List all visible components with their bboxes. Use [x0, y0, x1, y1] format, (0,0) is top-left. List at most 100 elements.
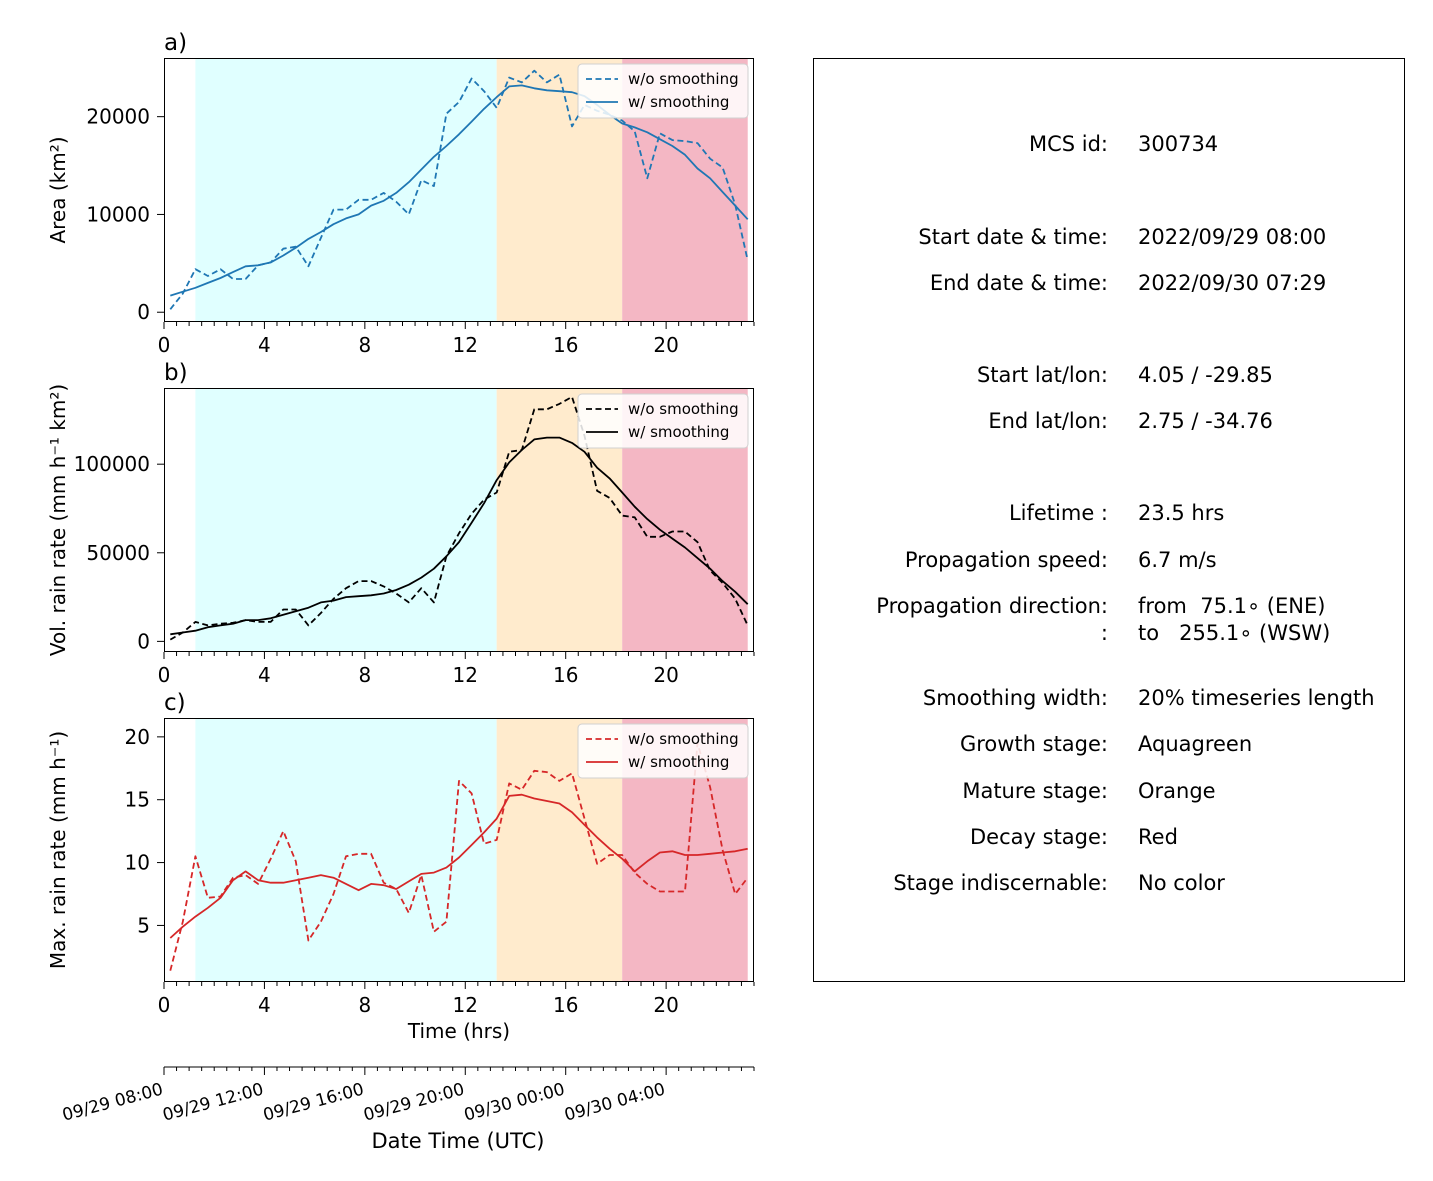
- info-label: Start lat/lon:: [977, 363, 1108, 387]
- info-value: 2.75 / -34.76: [1138, 409, 1273, 433]
- y-tick-label: 50000: [86, 541, 150, 565]
- y-tick-label: 10000: [86, 202, 150, 226]
- legend: w/o smoothing w/ smoothing: [577, 723, 749, 779]
- stage-band-growth: [195, 58, 497, 322]
- y-axis-label: Vol. rain rate (mm h⁻¹ km²): [46, 384, 70, 656]
- info-value: Aquagreen: [1138, 732, 1252, 756]
- info-panel-frame: [813, 58, 1405, 982]
- x-axis-label: Time (hrs): [407, 1019, 510, 1043]
- datetime-tick-label: 09/29 12:00: [161, 1080, 266, 1126]
- info-value: 23.5 hrs: [1138, 501, 1224, 525]
- panel-b: 0 4 8 12 16 20 0 50000 100000 b) Vol. rain rate (m…: [46, 360, 755, 687]
- legend-label: w/ smoothing: [628, 93, 729, 111]
- series-raw-line: [169, 742, 749, 971]
- y-tick-label: 15: [125, 788, 150, 812]
- x-tick-label: 0: [158, 333, 171, 357]
- series-smoothed-line: [170, 436, 749, 636]
- series-smoothed-line: [170, 84, 749, 297]
- y-axis-label: Area (km²): [46, 136, 70, 243]
- info-label: Mature stage:: [962, 779, 1108, 803]
- panel-a: 0 4 8 12 16 20 0 10000 20000 a) Area (km²) w/o smoo…: [46, 30, 755, 357]
- datetime-tick-label: 09/29 08:00: [60, 1080, 165, 1126]
- legend: w/o smoothing w/ smoothing: [577, 393, 749, 449]
- y-tick-label: 10: [125, 851, 150, 875]
- info-value: to 255.1∘ (WSW): [1138, 621, 1330, 645]
- info-label: Propagation speed:: [905, 548, 1108, 572]
- plot-frame: [164, 388, 754, 652]
- info-label: Smoothing width:: [923, 686, 1108, 710]
- series-raw-line: [169, 395, 749, 641]
- info-value: 2022/09/29 08:00: [1138, 225, 1326, 249]
- datetime-tick-label: 09/29 16:00: [261, 1080, 366, 1126]
- info-rows: MCS id: 300734 Start date & time: 2022/09/2…: [876, 132, 1374, 895]
- info-label: End lat/lon:: [988, 409, 1108, 433]
- y-tick-label: 20000: [86, 105, 150, 129]
- datetime-tick-label: 09/29 20:00: [362, 1080, 467, 1126]
- info-value: Orange: [1138, 779, 1216, 803]
- legend-label: w/o smoothing: [628, 400, 739, 418]
- datetime-tick-label: 09/30 00:00: [462, 1080, 567, 1126]
- info-value: 300734: [1138, 132, 1218, 156]
- x-tick-label: 12: [453, 663, 478, 687]
- info-value: from 75.1∘ (ENE): [1138, 594, 1325, 618]
- legend-label: w/ smoothing: [628, 753, 729, 771]
- plot-frame: [164, 58, 754, 322]
- info-label: Growth stage:: [960, 732, 1108, 756]
- info-label: :: [1101, 621, 1108, 645]
- x-tick-label: 16: [553, 333, 578, 357]
- info-value: Red: [1138, 825, 1178, 849]
- x-tick-label: 0: [158, 993, 171, 1017]
- info-value: No color: [1138, 871, 1225, 895]
- info-label: Stage indiscernable:: [893, 871, 1108, 895]
- y-tick-label: 5: [137, 913, 150, 937]
- x-tick-label: 16: [553, 663, 578, 687]
- panel-label: c): [164, 690, 186, 716]
- info-label: Propagation direction:: [876, 594, 1108, 618]
- info-label: Start date & time:: [918, 225, 1108, 249]
- x-tick-label: 20: [653, 993, 678, 1017]
- x-tick-label: 12: [453, 333, 478, 357]
- y-tick-label: 100000: [74, 452, 150, 476]
- legend-box: [577, 723, 749, 779]
- legend-label: w/o smoothing: [628, 70, 739, 88]
- info-label: End date & time:: [930, 271, 1108, 295]
- panel-label: b): [164, 360, 188, 386]
- series-smoothed-line: [169, 793, 748, 939]
- legend-box: [577, 393, 749, 449]
- datetime-tick-label: 09/30 04:00: [562, 1080, 667, 1126]
- x-tick-label: 20: [653, 333, 678, 357]
- panel-label: a): [164, 30, 187, 56]
- x-tick-label: 0: [158, 663, 171, 687]
- x-tick-label: 4: [258, 993, 271, 1017]
- info-label: Lifetime :: [1009, 501, 1108, 525]
- legend-label: w/o smoothing: [628, 730, 739, 748]
- plot-frame: [164, 718, 754, 982]
- y-axis-label: Max. rain rate (mm h⁻¹): [46, 731, 70, 969]
- panel-c: 0 4 8 12 16 20 5 10 15 20 c) Max. rain rate (mm h⁻¹…: [46, 690, 755, 1043]
- x-tick-label: 20: [653, 663, 678, 687]
- y-tick-label: 20: [125, 725, 150, 749]
- x-tick-label: 8: [358, 993, 371, 1017]
- info-label: Decay stage:: [970, 825, 1108, 849]
- legend-label: w/ smoothing: [628, 423, 729, 441]
- x-tick-label: 4: [258, 333, 271, 357]
- x-tick-label: 12: [453, 993, 478, 1017]
- x-tick-label: 8: [358, 663, 371, 687]
- legend: w/o smoothing w/ smoothing: [577, 63, 749, 119]
- y-tick-label: 0: [137, 300, 150, 324]
- x-tick-label: 16: [553, 993, 578, 1017]
- stage-band-growth: [195, 718, 497, 982]
- info-value: 4.05 / -29.85: [1138, 363, 1273, 387]
- info-value: 2022/09/30 07:29: [1138, 271, 1326, 295]
- chart-panels: 0 4 8 12 16 20 0 10000 20000 a) Area (km²) w/o smoo…: [46, 30, 755, 1043]
- legend-box: [577, 63, 749, 119]
- stage-band-growth: [195, 388, 497, 652]
- datetime-axis-label: Date Time (UTC): [372, 1129, 545, 1153]
- info-label: MCS id:: [1029, 132, 1108, 156]
- info-value: 20% timeseries length: [1138, 686, 1375, 710]
- info-value: 6.7 m/s: [1138, 548, 1217, 572]
- info-panel: MCS id: 300734 Start date & time: 2022/09/2…: [813, 58, 1405, 982]
